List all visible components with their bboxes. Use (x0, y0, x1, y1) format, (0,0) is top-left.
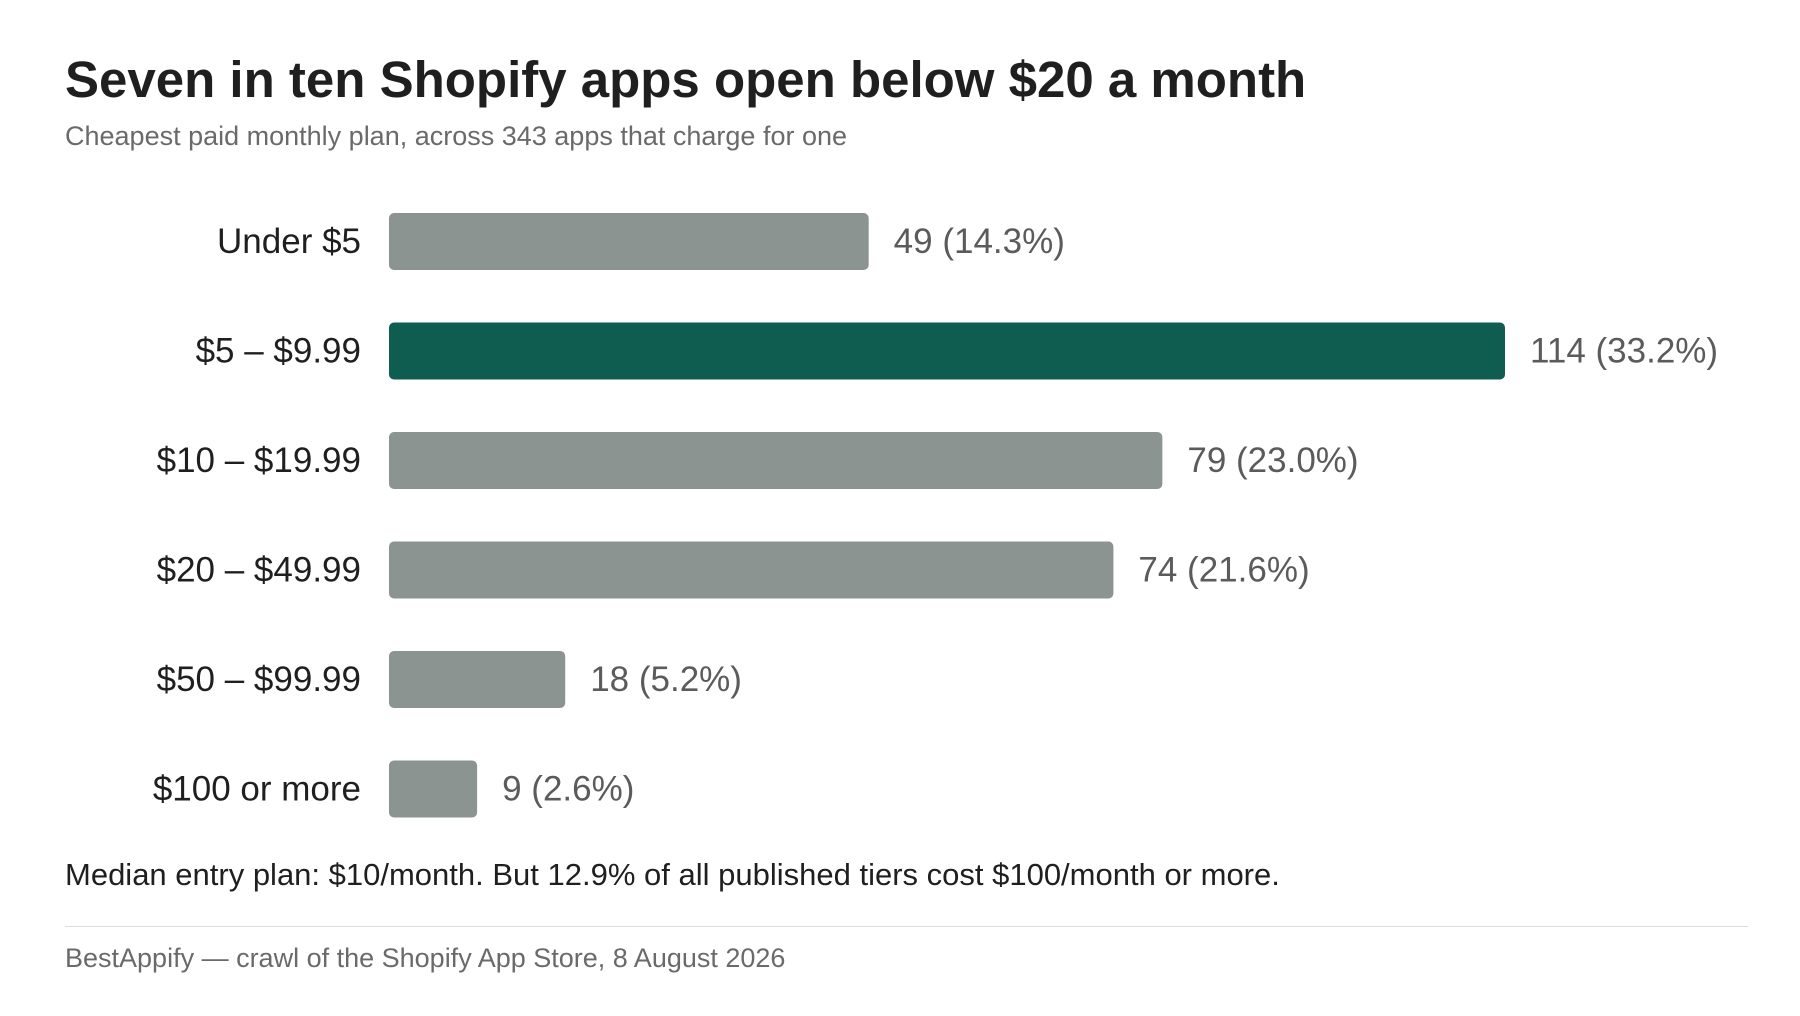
value-label: 114 (33.2%) (1530, 332, 1718, 371)
category-label: $50 – $99.99 (157, 660, 361, 699)
chart-title: Seven in ten Shopify apps open below $20… (65, 51, 1307, 108)
source-credit: BestAppify — crawl of the Shopify App St… (65, 943, 786, 973)
bar (389, 760, 478, 818)
category-label: $100 or more (153, 770, 361, 809)
category-label: $20 – $49.99 (157, 551, 361, 590)
footer-divider (65, 926, 1748, 927)
value-label: 49 (14.3%) (894, 222, 1065, 261)
value-label: 9 (2.6%) (502, 770, 634, 809)
value-label: 79 (23.0%) (1187, 441, 1358, 480)
chart-note: Median entry plan: $10/month. But 12.9% … (65, 857, 1280, 892)
bar-chart: Under $5 49 (14.3%) $5 – $9.99 114 (33.2%) $… (153, 213, 1718, 818)
value-label: 18 (5.2%) (590, 660, 742, 699)
bar (389, 651, 566, 708)
chart-subtitle: Cheapest paid monthly plan, across 343 a… (65, 121, 847, 151)
category-label: $10 – $19.99 (157, 441, 361, 480)
value-label: 74 (21.6%) (1138, 551, 1309, 590)
category-label: Under $5 (217, 222, 361, 261)
bar-highlighted (389, 322, 1505, 380)
bar (389, 213, 869, 270)
bar (389, 432, 1163, 489)
category-label: $5 – $9.99 (196, 332, 361, 371)
bar (389, 541, 1114, 599)
